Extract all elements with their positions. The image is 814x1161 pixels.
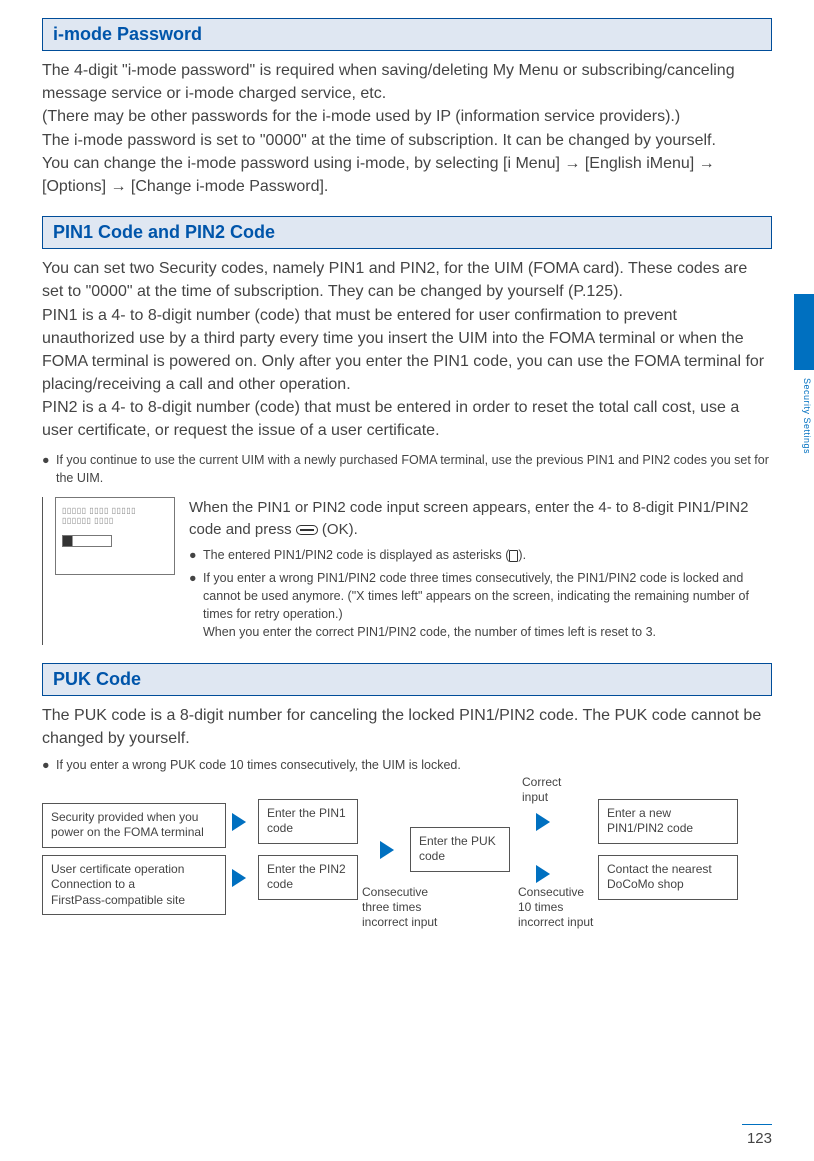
puk-flow-diagram: Security provided when you power on the … [42, 785, 772, 985]
page-number: 123 [747, 1130, 772, 1147]
bullet-dot-icon: ● [42, 451, 56, 487]
side-tab [794, 294, 814, 370]
bullet-text: If you enter a wrong PIN1/PIN2 code thre… [203, 569, 772, 642]
arrow-icon [232, 813, 246, 831]
bullet-pin-note: ● If you continue to use the current UIM… [42, 451, 772, 487]
arrow-icon [380, 841, 394, 859]
body-pin: You can set two Security codes, namely P… [42, 257, 772, 443]
mini-screen-inputbox [62, 535, 112, 547]
bullet-text: If you enter a wrong PUK code 10 times c… [56, 756, 772, 774]
diagram-box-shop: Contact the nearest DoCoMo shop [598, 855, 738, 900]
callout-b1-b: ). [518, 548, 526, 562]
bullet-dot-icon: ● [42, 756, 56, 774]
heading-imode-password: i-mode Password [42, 18, 772, 51]
callout-bullet-1: ● The entered PIN1/PIN2 code is displaye… [189, 546, 772, 564]
body-imode: The 4-digit "i-mode password" is require… [42, 59, 772, 198]
heading-puk-code: PUK Code [42, 663, 772, 696]
diagram-label-correct: Correct input [522, 775, 582, 805]
diagram-label-3x: Consecutive three times incorrect input [362, 885, 446, 930]
bullet-text: If you continue to use the current UIM w… [56, 451, 772, 487]
diagram-box-newpin: Enter a new PIN1/PIN2 code [598, 799, 738, 844]
side-label: Security Settings [802, 378, 812, 454]
callout-b1-a: The entered PIN1/PIN2 code is displayed … [203, 548, 509, 562]
diagram-box-security: Security provided when you power on the … [42, 803, 226, 848]
bullet-dot-icon: ● [189, 569, 203, 642]
diagram-box-pin2: Enter the PIN2 code [258, 855, 358, 900]
body-puk: The PUK code is a 8-digit number for can… [42, 704, 772, 750]
arrow-icon [232, 869, 246, 887]
bullet-puk-note: ● If you enter a wrong PUK code 10 times… [42, 756, 772, 774]
callout-content: When the PIN1 or PIN2 code input screen … [189, 497, 772, 645]
bullet-text: The entered PIN1/PIN2 code is displayed … [203, 546, 772, 564]
heading-pin-codes: PIN1 Code and PIN2 Code [42, 216, 772, 249]
bullet-dot-icon: ● [189, 546, 203, 564]
mini-screen-text: ▯▯▯▯▯ ▯▯▯▯ ▯▯▯▯▯ ▯▯▯▯▯▯ ▯▯▯▯ [62, 506, 168, 527]
diagram-box-puk: Enter the PUK code [410, 827, 510, 872]
callout-lead: When the PIN1 or PIN2 code input screen … [189, 497, 772, 541]
callout-lead-b: (OK). [318, 521, 358, 538]
callout-bullet-2: ● If you enter a wrong PIN1/PIN2 code th… [189, 569, 772, 642]
diagram-box-pin1: Enter the PIN1 code [258, 799, 358, 844]
callout-pin-entry: ▯▯▯▯▯ ▯▯▯▯ ▯▯▯▯▯ ▯▯▯▯▯▯ ▯▯▯▯ When the PI… [42, 497, 772, 645]
mini-screen: ▯▯▯▯▯ ▯▯▯▯ ▯▯▯▯▯ ▯▯▯▯▯▯ ▯▯▯▯ [55, 497, 175, 575]
arrow-icon [536, 813, 550, 831]
callout-lead-a: When the PIN1 or PIN2 code input screen … [189, 499, 748, 538]
page-rule [742, 1124, 772, 1125]
diagram-label-10x: Consecutive 10 times incorrect input [518, 885, 598, 930]
arrow-icon [536, 865, 550, 883]
diagram-box-usercert: User certificate operation Connection to… [42, 855, 226, 916]
ok-button-icon [296, 525, 318, 535]
